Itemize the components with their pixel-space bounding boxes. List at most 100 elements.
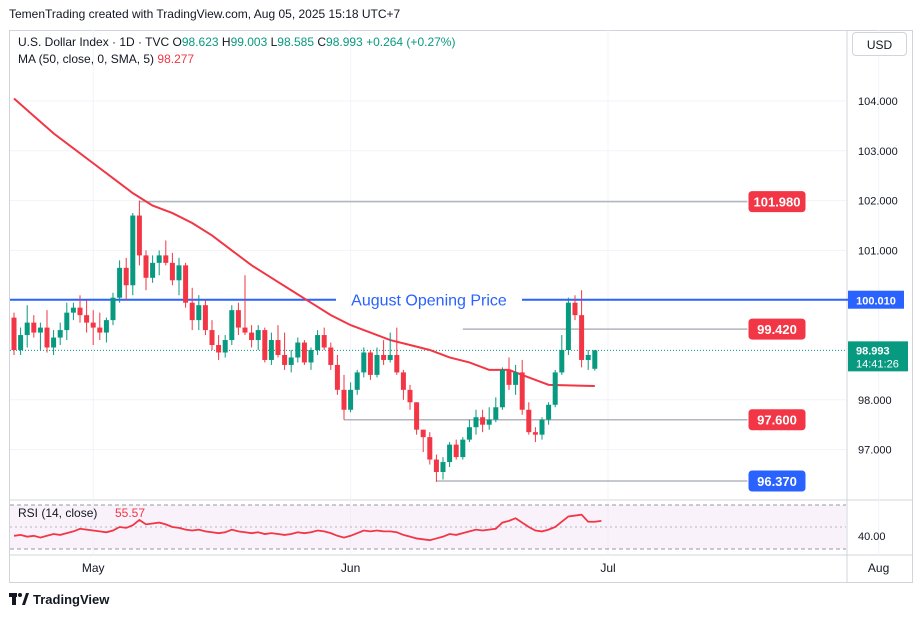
candle-body bbox=[579, 315, 585, 360]
candle-body bbox=[70, 307, 76, 313]
candles bbox=[11, 200, 598, 482]
tradingview-logo: TradingView bbox=[9, 592, 109, 607]
countdown-label: 14:41:26 bbox=[856, 358, 899, 370]
level-badge bbox=[747, 408, 807, 432]
candle-body bbox=[367, 352, 373, 375]
candle-body bbox=[493, 407, 499, 420]
candle-body bbox=[37, 327, 43, 333]
candle-body bbox=[255, 330, 261, 341]
tradingview-mark-icon bbox=[9, 593, 29, 605]
y-tick-label: 104.000 bbox=[858, 96, 898, 108]
symbol-name: U.S. Dollar Index · 1D · TVC bbox=[18, 35, 170, 49]
candle-body bbox=[447, 444, 453, 463]
close-label: C bbox=[317, 35, 327, 49]
candle-body bbox=[414, 402, 420, 430]
candle-body bbox=[315, 335, 321, 350]
candle-body bbox=[308, 350, 314, 363]
candle-body bbox=[103, 320, 109, 333]
candle-body bbox=[473, 417, 479, 428]
high-label: H bbox=[221, 35, 231, 49]
legend-ma-row: MA (50, close, 0, SMA, 5) 98.277 bbox=[18, 51, 455, 68]
y-tick-label: 97.000 bbox=[858, 445, 892, 457]
candle-body bbox=[440, 462, 446, 473]
change-value: +0.264 (+0.27%) bbox=[366, 35, 456, 49]
candle-body bbox=[466, 427, 472, 440]
low-label: L bbox=[270, 35, 278, 49]
high-value: 99.003 bbox=[230, 35, 268, 49]
candle-body bbox=[572, 302, 578, 316]
level-label: 97.600 bbox=[757, 413, 797, 428]
candle-body bbox=[123, 267, 129, 286]
candle-body bbox=[77, 307, 83, 316]
candle-body bbox=[341, 389, 347, 410]
candle-body bbox=[11, 317, 17, 350]
candle-body bbox=[334, 364, 340, 390]
candle-body bbox=[499, 369, 505, 408]
candle-body bbox=[394, 354, 400, 373]
rsi-pane: RSI (14, close) 55.57 40.00 bbox=[10, 504, 886, 550]
close-value: 98.993 bbox=[326, 35, 363, 49]
candle-body bbox=[486, 419, 492, 425]
grid bbox=[9, 30, 913, 583]
rsi-value: 55.57 bbox=[115, 506, 145, 520]
ma-label: MA (50, close, 0, SMA, 5) bbox=[18, 52, 155, 66]
opening-price-annotation: August Opening Price bbox=[351, 293, 507, 310]
candle-body bbox=[189, 302, 195, 321]
candle-body bbox=[301, 342, 307, 363]
candle-body bbox=[150, 262, 156, 278]
level-badge bbox=[747, 317, 807, 341]
candle-body bbox=[400, 372, 406, 390]
level-label: 99.420 bbox=[757, 322, 797, 337]
attribution-header: TemenTrading created with TradingView.co… bbox=[9, 7, 401, 21]
candle-body bbox=[202, 305, 208, 331]
candle-body bbox=[24, 322, 30, 336]
candle-body bbox=[130, 215, 136, 286]
candle-body bbox=[136, 215, 142, 256]
currency-button[interactable]: USD bbox=[852, 32, 907, 56]
candle-body bbox=[559, 350, 565, 373]
y-tick-label: 103.000 bbox=[858, 146, 898, 158]
candle-body bbox=[506, 369, 512, 385]
rsi-line bbox=[13, 513, 602, 542]
candle-body bbox=[44, 327, 50, 348]
candle-body bbox=[242, 327, 248, 333]
candle-body bbox=[526, 409, 532, 433]
chart-frame[interactable] bbox=[9, 30, 913, 583]
y-tick-label: 98.000 bbox=[858, 395, 892, 407]
candle-body bbox=[321, 335, 327, 348]
candle-body bbox=[176, 265, 182, 281]
candle-body bbox=[262, 330, 268, 360]
level-label: 96.370 bbox=[757, 474, 797, 489]
candle-body bbox=[348, 389, 354, 410]
rsi-label: RSI (14, close) bbox=[18, 506, 97, 520]
candle-body bbox=[460, 439, 466, 458]
candle-body bbox=[156, 255, 162, 263]
candle-body bbox=[222, 340, 228, 353]
candle-body bbox=[268, 340, 274, 360]
candle-body bbox=[546, 404, 552, 420]
candle-body bbox=[235, 310, 241, 328]
candle-body bbox=[513, 372, 519, 385]
candle-body bbox=[169, 262, 175, 281]
candle-body bbox=[143, 255, 149, 278]
brand-name: TradingView bbox=[33, 592, 110, 607]
candle-body bbox=[328, 347, 334, 365]
candle-body bbox=[64, 312, 70, 331]
opening-price-axis-label: 100.010 bbox=[856, 296, 896, 308]
candle-body bbox=[97, 327, 103, 333]
candle-body bbox=[282, 354, 288, 365]
level-badge bbox=[747, 190, 807, 214]
candle-body bbox=[433, 459, 439, 473]
candle-body bbox=[90, 322, 96, 328]
candle-body bbox=[480, 417, 486, 425]
legend-symbol-row: U.S. Dollar Index · 1D · TVC O98.623 H99… bbox=[18, 34, 455, 51]
candle-body bbox=[84, 315, 90, 323]
candle-body bbox=[51, 337, 57, 348]
candle-body bbox=[18, 335, 24, 350]
candle-body bbox=[407, 389, 413, 403]
candle-body bbox=[453, 444, 459, 458]
y-tick-label: 101.000 bbox=[858, 245, 898, 257]
candle-body bbox=[532, 432, 538, 435]
candle-body bbox=[163, 255, 169, 263]
